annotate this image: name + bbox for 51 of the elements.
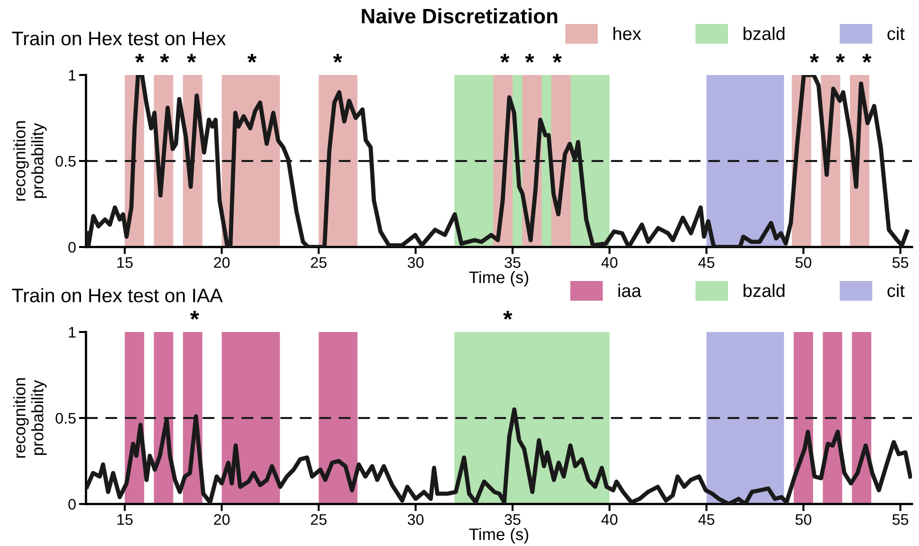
chart-title: Train on Hex test on IAA — [12, 288, 223, 302]
x-tick-label: 15 — [117, 514, 133, 525]
x-axis-title: Time (s) — [469, 270, 528, 286]
x-tick-label: 45 — [698, 514, 714, 525]
y-tick-label: 0.5 — [56, 412, 76, 424]
annotation: * — [862, 54, 872, 63]
y-tick-label: 1 — [68, 70, 76, 81]
x-tick-label: 25 — [310, 257, 327, 268]
annotation: * — [525, 54, 534, 63]
x-tick-label: 15 — [117, 257, 133, 268]
annotation: * — [810, 54, 819, 63]
annotation: * — [500, 54, 510, 63]
x-tick-label: 45 — [698, 257, 714, 268]
annotation: * — [552, 54, 562, 63]
annotation: * — [247, 54, 257, 63]
x-tick-label: 35 — [504, 257, 520, 268]
y-tick-label: 1 — [68, 327, 76, 338]
x-axis-title: Time (s) — [469, 528, 528, 544]
chart-title: Naive Discretization — [362, 8, 558, 24]
y-tick-label: 0 — [68, 242, 76, 253]
legend-label: cit — [887, 26, 905, 40]
y-tick-label: 0.5 — [56, 156, 76, 167]
y-axis-title: recognition probability — [13, 378, 47, 458]
x-tick-label: 30 — [408, 257, 424, 268]
x-tick-label: 50 — [796, 514, 812, 525]
x-tick-label: 25 — [310, 514, 327, 525]
x-tick-label: 50 — [796, 257, 812, 268]
x-tick-label: 20 — [214, 514, 230, 525]
annotation: * — [190, 310, 200, 320]
legend-label: bzald — [744, 26, 784, 40]
line-series — [86, 75, 910, 247]
legend-label: cit — [887, 284, 905, 298]
legend-label: iaa — [618, 284, 642, 298]
x-tick-label: 35 — [504, 514, 520, 525]
chart-subtitle: Train on Hex test on Hex — [12, 31, 226, 46]
annotation: * — [503, 310, 512, 320]
annotation: * — [135, 54, 144, 63]
x-tick-label: 40 — [601, 257, 618, 268]
x-tick-label: 30 — [408, 514, 424, 525]
annotation: * — [160, 54, 170, 63]
x-tick-label: 20 — [214, 257, 230, 268]
legend-label: bzald — [744, 284, 784, 298]
annotation: * — [186, 54, 196, 63]
y-axis-title: recognition probability — [13, 121, 47, 201]
x-tick-label: 55 — [892, 514, 908, 525]
x-tick-label: 55 — [892, 257, 908, 268]
y-tick-label: 0 — [68, 498, 76, 510]
annotation: * — [836, 54, 845, 63]
x-tick-label: 40 — [601, 514, 618, 525]
legend-label: hex — [613, 26, 642, 40]
annotation: * — [333, 54, 342, 63]
